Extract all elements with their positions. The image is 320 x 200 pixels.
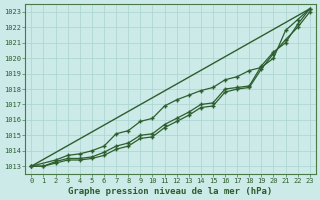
X-axis label: Graphe pression niveau de la mer (hPa): Graphe pression niveau de la mer (hPa) bbox=[68, 187, 273, 196]
